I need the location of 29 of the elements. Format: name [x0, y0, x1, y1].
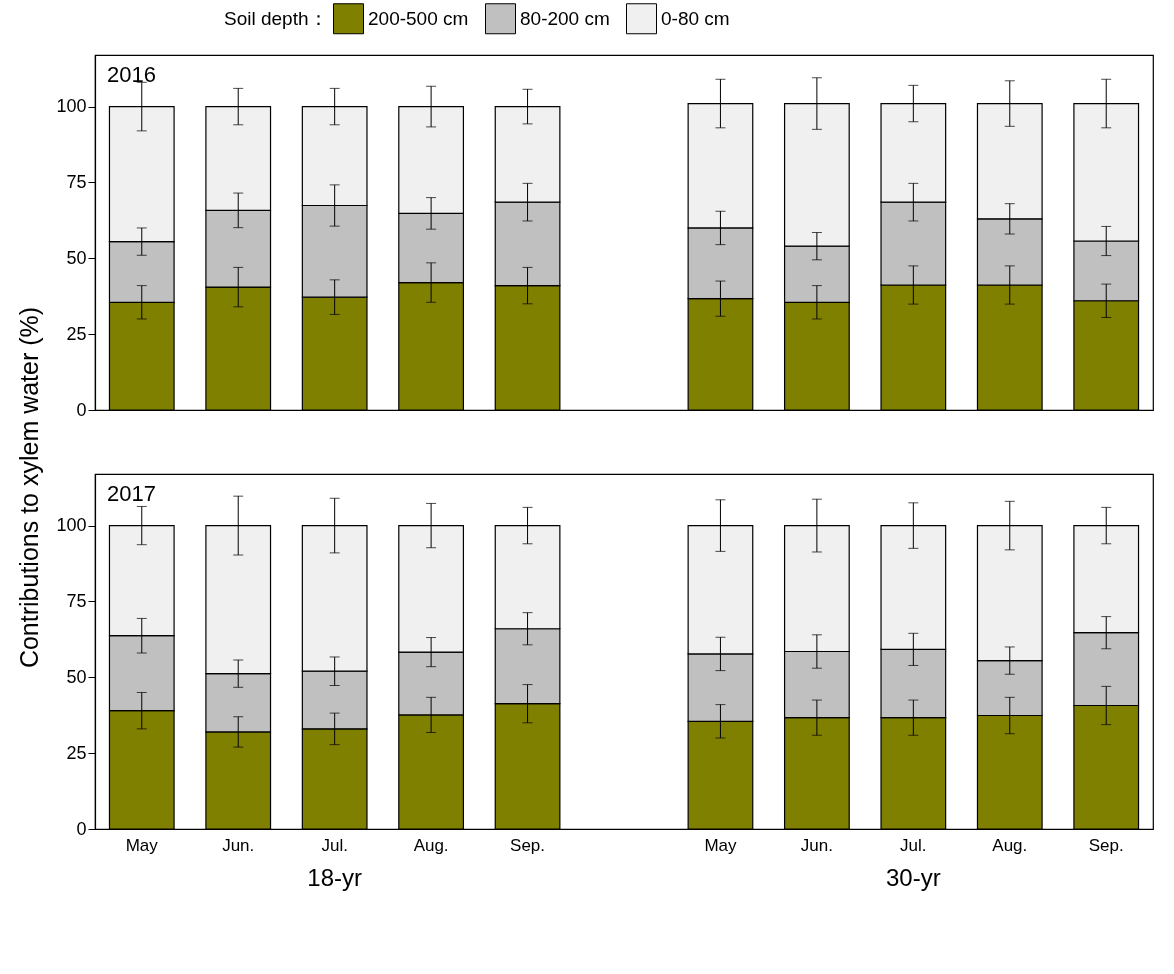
y-tick-label: 100: [56, 515, 87, 536]
y-tick-label: 75: [66, 171, 87, 192]
x-tick-label: May: [125, 835, 159, 855]
y-tick-label: 100: [56, 96, 87, 117]
legend-title: Soil depth：: [224, 8, 328, 29]
legend-label: 0-80 cm: [661, 7, 730, 29]
legend-label: 80-200 cm: [520, 7, 610, 29]
x-tick-label: Sep.: [510, 835, 546, 855]
chart-title: 2017: [107, 481, 156, 506]
chart-title: 2016: [107, 62, 156, 87]
y-tick-label: 0: [76, 818, 87, 839]
y-tick-label: 25: [66, 742, 87, 763]
y-tick-label: 50: [66, 666, 87, 687]
y-tick-label: 25: [66, 323, 87, 344]
x-tick-label: Jun.: [222, 835, 255, 855]
text: 30-yr: [885, 864, 941, 891]
y-axis-title: Contributions to xylem water (%): [15, 306, 45, 668]
x-tick-label: May: [704, 835, 737, 855]
x-tick-label: Jul.: [900, 835, 927, 855]
x-tick-label: Jul.: [321, 835, 348, 855]
y-tick-label: 75: [66, 590, 87, 611]
y-tick-label: 0: [76, 399, 87, 420]
text: 18-yr: [307, 864, 363, 891]
y-tick-label: 50: [66, 247, 87, 268]
x-tick-label: Aug.: [413, 835, 449, 855]
x-tick-label: Aug.: [992, 835, 1028, 855]
x-tick-label: Sep.: [1088, 835, 1124, 855]
legend-label: 200-500 cm: [368, 7, 469, 29]
x-tick-label: Jun.: [800, 835, 833, 855]
